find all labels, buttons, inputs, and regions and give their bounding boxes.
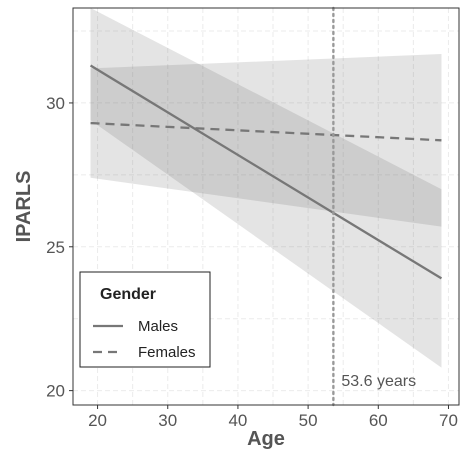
series-lines: [89, 64, 443, 280]
legend-label-males: Males: [138, 318, 178, 335]
y-tick-label: 20: [46, 382, 65, 401]
legend-label-females: Females: [138, 344, 196, 361]
x-tick-label: 40: [228, 411, 247, 430]
y-axis-title: IPARLS: [13, 171, 35, 243]
x-tick-label: 50: [299, 411, 318, 430]
y-tick-label: 25: [46, 238, 65, 257]
confidence-bands: [90, 8, 442, 368]
axis-ticks: 20 30 40 50 60 70 20 25 30: [46, 94, 458, 430]
x-axis-title: Age: [247, 428, 285, 450]
legend-title: Gender: [100, 286, 156, 303]
x-tick-label: 70: [439, 411, 458, 430]
y-tick-label: 30: [46, 94, 65, 113]
x-tick-label: 60: [369, 411, 388, 430]
confidence-band-males: [90, 8, 442, 368]
x-tick-label: 30: [158, 411, 177, 430]
confidence-band-females: [90, 54, 442, 227]
reference-line-label: 53.6 years: [341, 373, 416, 390]
series-line-males: [89, 64, 443, 280]
x-tick-label: 20: [88, 411, 107, 430]
series-line-females: [90, 121, 442, 142]
legend: Gender Males Females: [79, 271, 211, 368]
plot-border: [72, 7, 460, 406]
